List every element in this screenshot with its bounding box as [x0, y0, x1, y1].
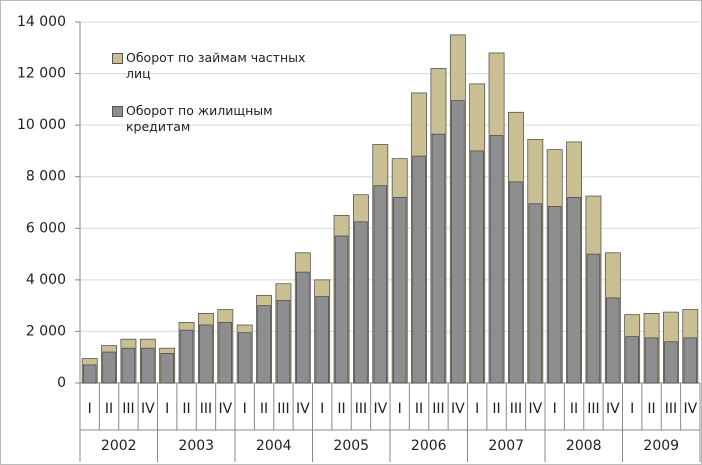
group-label: 2004	[256, 438, 292, 454]
x-tick-label: II	[182, 401, 190, 417]
x-tick-label: I	[398, 401, 402, 417]
bar	[141, 347, 155, 384]
y-tick-label: 12 000	[17, 66, 66, 82]
x-tick-label: II	[647, 401, 655, 417]
x-tick-label: II	[337, 401, 345, 417]
x-tick-label: III	[277, 401, 289, 417]
bar	[412, 155, 426, 384]
x-tick-label: II	[492, 401, 500, 417]
bar	[567, 196, 581, 384]
x-tick-label: III	[355, 401, 367, 417]
group-label: 2005	[333, 438, 369, 454]
y-tick-label: 14 000	[17, 14, 66, 30]
bar	[470, 150, 484, 384]
x-tick-label: I	[165, 401, 169, 417]
x-tick-label: III	[665, 401, 677, 417]
bar	[644, 337, 659, 384]
group-label: 2009	[643, 438, 679, 454]
bar	[218, 322, 233, 384]
x-tick-label: IV	[218, 401, 232, 417]
bar	[121, 347, 136, 384]
x-tick-label: II	[260, 401, 268, 417]
x-tick-label: IV	[373, 401, 387, 417]
bar	[102, 351, 116, 384]
bar	[199, 324, 213, 384]
bar	[431, 133, 446, 384]
y-tick-label: 4 000	[26, 272, 66, 288]
bar	[664, 341, 678, 384]
x-tick-label: I	[630, 401, 634, 417]
x-tick-label: IV	[683, 401, 697, 417]
x-tick-label: III	[510, 401, 522, 417]
x-tick-label: I	[243, 401, 247, 417]
bar	[547, 206, 562, 384]
bar	[392, 196, 407, 384]
bar	[237, 332, 252, 384]
bar	[451, 100, 465, 384]
x-tick-label: III	[122, 401, 134, 417]
bar	[373, 185, 388, 384]
y-tick-label: 2 000	[26, 323, 66, 339]
x-tick-label: II	[570, 401, 578, 417]
bar	[528, 203, 543, 384]
group-label: 2003	[178, 438, 214, 454]
y-tick-label: 8 000	[26, 169, 66, 185]
x-tick-label: IV	[141, 401, 155, 417]
bar	[257, 305, 271, 384]
bar	[334, 235, 349, 384]
bar	[489, 135, 504, 384]
x-tick-label: I	[553, 401, 557, 417]
bar	[179, 329, 194, 384]
bar	[315, 296, 329, 384]
x-tick-label: II	[105, 401, 113, 417]
x-tick-label: I	[475, 401, 479, 417]
group-label: 2008	[566, 438, 602, 454]
legend-entry: Оборот по займам частных лиц	[112, 50, 326, 82]
x-tick-label: III	[200, 401, 212, 417]
group-label: 2002	[101, 438, 137, 454]
y-tick-label: 0	[57, 375, 66, 391]
bar	[354, 221, 368, 384]
group-label: 2006	[411, 438, 447, 454]
legend-swatch	[112, 53, 123, 64]
x-tick-label: IV	[606, 401, 620, 417]
legend-label: Оборот по жилищным кредитам	[126, 103, 273, 134]
y-tick-label: 10 000	[17, 117, 66, 133]
group-label: 2007	[488, 438, 524, 454]
x-tick-label: IV	[528, 401, 542, 417]
bar	[276, 300, 291, 384]
x-tick-label: I	[320, 401, 324, 417]
x-tick-label: III	[432, 401, 444, 417]
x-tick-label: IV	[451, 401, 465, 417]
bar	[625, 336, 639, 384]
bar	[82, 364, 97, 384]
x-tick-label: I	[88, 401, 92, 417]
x-tick-label: IV	[296, 401, 310, 417]
bar	[683, 337, 698, 384]
x-tick-label: II	[415, 401, 423, 417]
legend-entry: Оборот по жилищным кредитам	[112, 103, 326, 135]
bar	[586, 253, 601, 384]
bar	[160, 352, 174, 384]
bar	[296, 271, 310, 384]
bar	[606, 297, 620, 384]
legend-label: Оборот по займам частных лиц	[126, 50, 306, 81]
y-tick-label: 6 000	[26, 220, 66, 236]
bar	[509, 181, 523, 384]
x-tick-label: III	[587, 401, 599, 417]
legend-swatch	[112, 106, 123, 117]
